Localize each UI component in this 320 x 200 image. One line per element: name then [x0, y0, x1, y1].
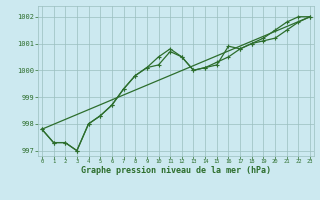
X-axis label: Graphe pression niveau de la mer (hPa): Graphe pression niveau de la mer (hPa) — [81, 166, 271, 175]
